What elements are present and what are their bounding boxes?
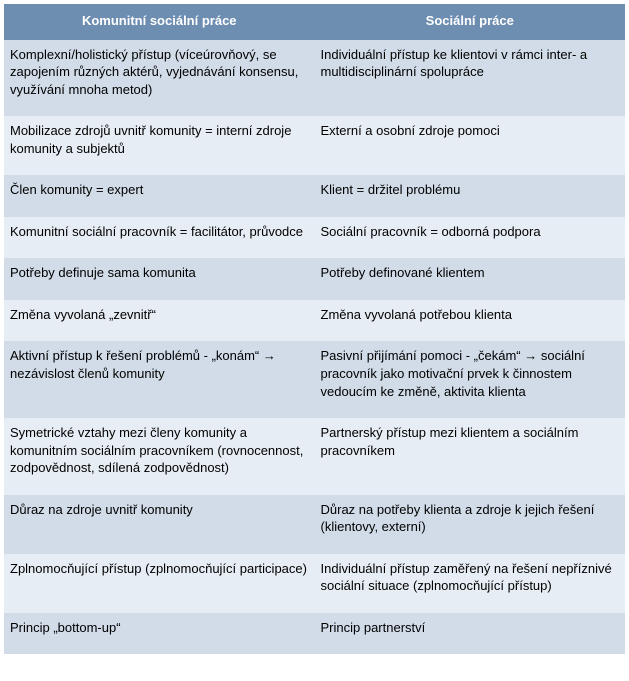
table-row: Princip „bottom-up“ Princip partnerství [4,613,625,655]
cell-right: Partnerský přístup mezi klientem a sociá… [315,418,626,495]
table-row: Potřeby definuje sama komunita Potřeby d… [4,258,625,300]
cell-right: Potřeby definované klientem [315,258,626,300]
table-row: Změna vyvolaná „zevnitř“ Změna vyvolaná … [4,300,625,342]
cell-left: Komunitní sociální pracovník = facilitát… [4,217,315,259]
cell-left: Člen komunity = expert [4,175,315,217]
cell-left: Aktivní přístup k řešení problémů - „kon… [4,341,315,418]
cell-left: Potřeby definuje sama komunita [4,258,315,300]
cell-right: Individuální přístup ke klientovi v rámc… [315,40,626,117]
table-row: Zplnomocňující přístup (zplnomocňující p… [4,554,625,613]
cell-left: Princip „bottom-up“ [4,613,315,655]
table-row: Mobilizace zdrojů uvnitř komunity = inte… [4,116,625,175]
cell-left: Komplexní/holistický přístup (víceúrovňo… [4,40,315,117]
cell-right: Princip partnerství [315,613,626,655]
cell-right: Externí a osobní zdroje pomoci [315,116,626,175]
table-row: Aktivní přístup k řešení problémů - „kon… [4,341,625,418]
cell-left: Symetrické vztahy mezi členy komunity a … [4,418,315,495]
cell-left: Změna vyvolaná „zevnitř“ [4,300,315,342]
cell-right: Individuální přístup zaměřený na řešení … [315,554,626,613]
header-left: Komunitní sociální práce [4,4,315,40]
cell-right: Klient = držitel problému [315,175,626,217]
cell-right: Sociální pracovník = odborná podpora [315,217,626,259]
table-row: Komunitní sociální pracovník = facilitát… [4,217,625,259]
comparison-table: Komunitní sociální práce Sociální práce … [4,4,625,654]
cell-left: Důraz na zdroje uvnitř komunity [4,495,315,554]
table-row: Důraz na zdroje uvnitř komunity Důraz na… [4,495,625,554]
cell-right: Pasivní přijímání pomoci - „čekám“ → soc… [315,341,626,418]
table-row: Člen komunity = expert Klient = držitel … [4,175,625,217]
cell-right: Důraz na potřeby klienta a zdroje k jeji… [315,495,626,554]
table-row: Symetrické vztahy mezi členy komunity a … [4,418,625,495]
cell-left: Zplnomocňující přístup (zplnomocňující p… [4,554,315,613]
header-right: Sociální práce [315,4,626,40]
table-header-row: Komunitní sociální práce Sociální práce [4,4,625,40]
table-row: Komplexní/holistický přístup (víceúrovňo… [4,40,625,117]
cell-right: Změna vyvolaná potřebou klienta [315,300,626,342]
cell-left: Mobilizace zdrojů uvnitř komunity = inte… [4,116,315,175]
